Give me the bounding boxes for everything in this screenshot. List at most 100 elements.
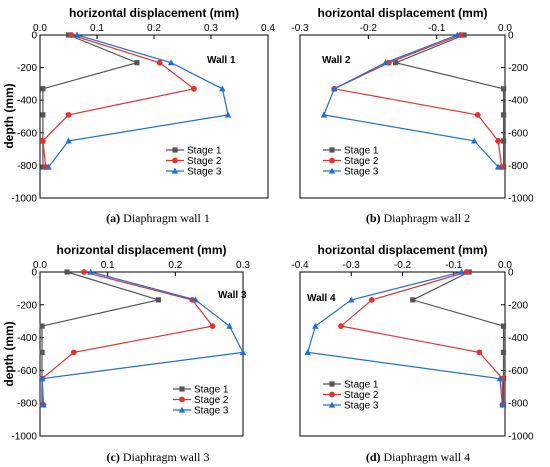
data-point [239, 348, 247, 355]
x-tick-label: 0.0 [33, 23, 47, 34]
series-stage-2 [39, 32, 197, 170]
data-point [73, 31, 81, 38]
data-point [348, 296, 355, 303]
legend-marker [178, 406, 186, 413]
legend-marker [329, 391, 335, 398]
series-stage-3 [38, 268, 247, 408]
legend-entry: Stage 2 [166, 156, 222, 167]
legend-label: Stage 2 [344, 156, 379, 167]
y-tick-label: -800 [508, 399, 528, 410]
legend-entry: Stage 1 [166, 146, 222, 157]
caption-d: (d) Diaphragm wall 4 [366, 450, 470, 464]
data-point [155, 297, 162, 303]
series-stage-3 [320, 31, 502, 170]
data-point [368, 296, 375, 303]
chart-panel-3: 0.0 0.1 0.2 0.3 0 -200 -400 -600 -800 -1000 horizo… [2, 243, 250, 443]
data-point [65, 137, 72, 144]
legend-label: Stage 3 [344, 167, 379, 178]
y-tick-label: -1000 [11, 194, 37, 205]
caption-b: (b) Diaphragm wall 2 [366, 211, 470, 225]
legend-entry: Stage 2 [173, 395, 229, 406]
x-tick-label: 0.0 [498, 23, 512, 34]
series-stage-1 [410, 269, 507, 408]
data-point [39, 323, 45, 329]
x-axis-label: horizontal displacement (mm) [317, 243, 487, 257]
legend-entry: Stage 3 [323, 167, 379, 178]
legend-entry: Stage 1 [323, 146, 379, 157]
series-stage-3 [45, 31, 232, 170]
x-tick-label: 0.2 [147, 23, 161, 34]
data-point [219, 85, 226, 92]
x-tick-label: 0.2 [168, 260, 182, 271]
y-tick-label: -1000 [508, 194, 534, 205]
legend-label: Stage 1 [344, 380, 379, 391]
data-point [461, 32, 467, 38]
y-axis-label: depth (mm) [2, 83, 16, 148]
series-line [42, 34, 139, 167]
legend-label: Stage 2 [187, 156, 222, 167]
legend-marker [328, 401, 336, 408]
caption-a: (a) Diaphragm wall 1 [106, 211, 210, 225]
x-tick-label: -0.2 [360, 23, 378, 34]
legend-marker [172, 157, 178, 164]
y-tick-label: -200 [17, 300, 37, 311]
data-point [500, 323, 507, 329]
legend-entry: Stage 2 [323, 390, 379, 401]
x-tick-label: -0.3 [343, 260, 361, 271]
data-point [393, 60, 399, 66]
legend-label: Stage 2 [344, 390, 379, 401]
chart-panel-1: 0.0 0.1 0.2 0.3 0.4 0 -200 -400 -600 -800 -1000 hor… [2, 6, 275, 205]
data-point [453, 31, 461, 38]
data-point [40, 401, 47, 408]
legend-label: Stage 1 [344, 146, 379, 157]
data-point [68, 32, 75, 38]
wall-annotation: Wall 4 [307, 293, 336, 304]
legend-marker [179, 396, 185, 403]
legend-entry: Stage 1 [323, 380, 379, 391]
y-tick-label: -600 [508, 128, 528, 139]
data-point [312, 322, 319, 329]
data-point [134, 60, 140, 66]
legend-marker [179, 386, 185, 392]
legend-label: Stage 1 [187, 146, 222, 157]
x-tick-label: 0.3 [204, 23, 218, 34]
y-tick-label: -600 [17, 366, 37, 377]
x-tick-label: 0.1 [90, 23, 104, 34]
legend-marker [171, 167, 179, 174]
x-tick-label: -0.3 [291, 23, 309, 34]
y-tick-label: -400 [17, 96, 37, 107]
x-axis-label: horizontal displacement (mm) [317, 6, 487, 20]
legend-label: Stage 3 [194, 406, 229, 417]
data-point [320, 111, 328, 118]
x-axis-label: horizontal displacement (mm) [69, 6, 239, 20]
legend-marker [329, 381, 335, 387]
y-tick-label: -600 [17, 128, 37, 139]
x-tick-label: -0.4 [291, 260, 309, 271]
data-point [81, 269, 87, 275]
data-point [39, 349, 45, 355]
data-point [192, 296, 199, 303]
series-line [332, 34, 503, 168]
data-point [476, 349, 483, 356]
x-tick-label: 0.0 [33, 260, 47, 271]
x-tick-label: -0.1 [428, 23, 446, 34]
y-tick-label: -1000 [508, 432, 534, 443]
wall-annotation: Wall 1 [207, 55, 236, 66]
legend-entry: Stage 3 [173, 406, 229, 417]
chart-panel-4: -0.4 -0.3 -0.2 -0.1 0.00 -200 -400 -600 -800 -100… [291, 243, 534, 443]
data-point [40, 86, 46, 92]
y-tick-label: -400 [508, 333, 528, 344]
y-axis-label: depth (mm) [2, 321, 16, 386]
y-tick-label: 0 [31, 268, 37, 279]
y-tick-label: -200 [17, 63, 37, 74]
y-tick-label: -400 [17, 333, 37, 344]
series-stage-2 [331, 32, 505, 170]
series-line [393, 34, 505, 167]
wall-annotation: Wall 3 [218, 290, 247, 301]
legend-entry: Stage 2 [323, 156, 379, 167]
x-tick-label: 0.0 [498, 260, 512, 271]
data-point [474, 111, 481, 118]
data-point [156, 59, 163, 66]
series-stage-1 [39, 269, 162, 408]
